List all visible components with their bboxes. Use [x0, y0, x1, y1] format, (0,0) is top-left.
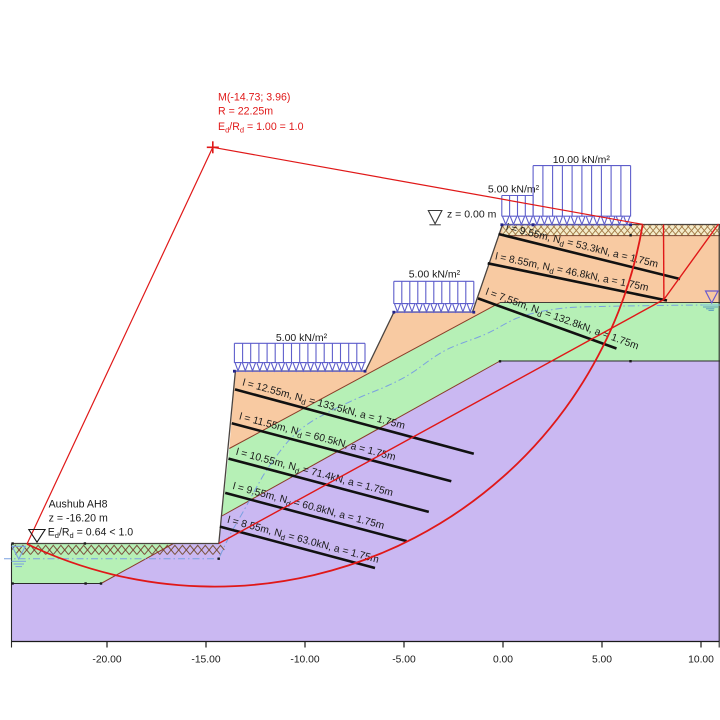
svg-text:5.00 kN/m²: 5.00 kN/m²: [488, 183, 540, 195]
svg-text:5.00 kN/m²: 5.00 kN/m²: [409, 268, 461, 280]
svg-text:-10.00: -10.00: [290, 655, 319, 666]
svg-text:Ed/Rd = 1.00 = 1.0: Ed/Rd = 1.00 = 1.0: [218, 121, 304, 134]
svg-text:-5.00: -5.00: [392, 655, 416, 666]
svg-text:-15.00: -15.00: [191, 655, 220, 666]
svg-text:M(-14.73; 3.96): M(-14.73; 3.96): [218, 92, 290, 104]
svg-text:10.00 kN/m²: 10.00 kN/m²: [553, 154, 611, 166]
svg-text:5.00: 5.00: [592, 655, 612, 666]
svg-text:Ed/Rd = 0.64 < 1.0: Ed/Rd = 0.64 < 1.0: [48, 527, 134, 540]
svg-text:z = 0.00 m: z = 0.00 m: [447, 208, 497, 220]
svg-text:Aushub AH8: Aushub AH8: [49, 498, 108, 510]
svg-text:R = 22.25m: R = 22.25m: [218, 106, 273, 118]
svg-text:0.00: 0.00: [493, 655, 513, 666]
svg-text:5.00 kN/m²: 5.00 kN/m²: [276, 332, 328, 344]
svg-text:10.00: 10.00: [688, 655, 714, 666]
svg-text:z = -16.20 m: z = -16.20 m: [49, 512, 108, 524]
svg-text:-20.00: -20.00: [92, 655, 121, 666]
